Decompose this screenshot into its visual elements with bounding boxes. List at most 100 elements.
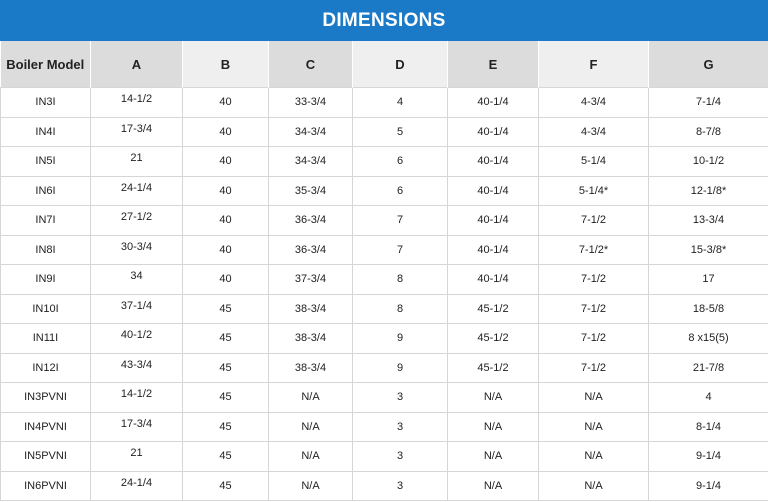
b-cell: 45 [182,293,269,324]
e-cell: N/A [447,470,539,501]
table-row: IN9I 34 40 37-3/4 8 40-1/4 7-1/2 17 [0,264,768,295]
e-cell: 40-1/4 [447,264,539,295]
table-row: IN8I 30-3/4 40 36-3/4 7 40-1/4 7-1/2* 15-3/8* [0,234,768,265]
c-cell: 37-3/4 [268,264,353,295]
d-cell: 9 [352,352,448,383]
table-body: IN3I 14-1/2 40 33-3/4 4 40-1/4 4-3/4 7-1/4 IN4I 1… [0,87,768,501]
a-cell: 34 [90,264,183,295]
boiler-model-cell: IN5I [0,146,91,177]
f-cell: 7-1/2* [538,234,649,265]
e-cell: 40-1/4 [447,234,539,265]
header-row: Boiler Model A B C D E F G [0,41,768,88]
f-cell: 4-3/4 [538,116,649,147]
a-cell: 17-3/4 [90,116,183,147]
boiler-model-cell: IN6PVNI [0,470,91,501]
f-cell: N/A [538,411,649,442]
f-cell: N/A [538,441,649,472]
table-row: IN3PVNI 14-1/2 45 N/A 3 N/A N/A 4 [0,382,768,413]
a-cell: 27-1/2 [90,205,183,236]
c-cell: N/A [268,382,353,413]
table-row: IN4PVNI 17-3/4 45 N/A 3 N/A N/A 8-1/4 [0,411,768,442]
a-cell: 14-1/2 [90,382,183,413]
e-cell: 40-1/4 [447,146,539,177]
d-cell: 7 [352,205,448,236]
column-header-f: F [538,41,649,88]
f-cell: 7-1/2 [538,323,649,354]
b-cell: 40 [182,146,269,177]
f-cell: N/A [538,470,649,501]
f-cell: 7-1/2 [538,205,649,236]
g-cell: 8 x15(5) [648,323,768,354]
a-cell: 14-1/2 [90,87,183,118]
e-cell: 45-1/2 [447,352,539,383]
f-cell: 7-1/2 [538,293,649,324]
table-row: IN6PVNI 24-1/4 45 N/A 3 N/A N/A 9-1/4 [0,470,768,501]
boiler-model-cell: IN4PVNI [0,411,91,442]
g-cell: 12-1/8* [648,175,768,206]
boiler-model-cell: IN11I [0,323,91,354]
g-cell: 21-7/8 [648,352,768,383]
d-cell: 4 [352,87,448,118]
c-cell: N/A [268,441,353,472]
a-cell: 43-3/4 [90,352,183,383]
d-cell: 6 [352,175,448,206]
table-row: IN5PVNI 21 45 N/A 3 N/A N/A 9-1/4 [0,441,768,472]
c-cell: N/A [268,470,353,501]
table-row: IN3I 14-1/2 40 33-3/4 4 40-1/4 4-3/4 7-1/4 [0,87,768,118]
boiler-model-cell: IN5PVNI [0,441,91,472]
d-cell: 9 [352,323,448,354]
boiler-model-cell: IN3PVNI [0,382,91,413]
boiler-model-cell: IN10I [0,293,91,324]
a-cell: 24-1/4 [90,470,183,501]
f-cell: 7-1/2 [538,264,649,295]
e-cell: N/A [447,441,539,472]
column-header-e: E [447,41,539,88]
c-cell: 36-3/4 [268,205,353,236]
table-row: IN6I 24-1/4 40 35-3/4 6 40-1/4 5-1/4* 12-1/8* [0,175,768,206]
a-cell: 40-1/2 [90,323,183,354]
column-header-boiler-model: Boiler Model [0,41,91,88]
d-cell: 3 [352,382,448,413]
c-cell: 38-3/4 [268,293,353,324]
e-cell: 45-1/2 [447,323,539,354]
table-title: DIMENSIONS [0,0,768,41]
b-cell: 45 [182,441,269,472]
d-cell: 7 [352,234,448,265]
a-cell: 21 [90,146,183,177]
d-cell: 3 [352,470,448,501]
column-header-g: G [648,41,768,88]
column-header-b: B [182,41,269,88]
table-row: IN10I 37-1/4 45 38-3/4 8 45-1/2 7-1/2 18-5/8 [0,293,768,324]
g-cell: 8-7/8 [648,116,768,147]
g-cell: 7-1/4 [648,87,768,118]
a-cell: 30-3/4 [90,234,183,265]
table-row: IN5I 21 40 34-3/4 6 40-1/4 5-1/4 10-1/2 [0,146,768,177]
f-cell: N/A [538,382,649,413]
g-cell: 15-3/8* [648,234,768,265]
b-cell: 45 [182,382,269,413]
table-row: IN12I 43-3/4 45 38-3/4 9 45-1/2 7-1/2 21-7/8 [0,352,768,383]
e-cell: 40-1/4 [447,205,539,236]
d-cell: 6 [352,146,448,177]
b-cell: 40 [182,116,269,147]
c-cell: 38-3/4 [268,352,353,383]
b-cell: 40 [182,264,269,295]
c-cell: 34-3/4 [268,116,353,147]
dimensions-table: Boiler Model A B C D E F G IN3I 14-1/2 40 3… [0,41,768,501]
boiler-model-cell: IN6I [0,175,91,206]
e-cell: 45-1/2 [447,293,539,324]
g-cell: 10-1/2 [648,146,768,177]
e-cell: 40-1/4 [447,87,539,118]
e-cell: N/A [447,411,539,442]
boiler-model-cell: IN9I [0,264,91,295]
b-cell: 45 [182,323,269,354]
a-cell: 24-1/4 [90,175,183,206]
c-cell: 38-3/4 [268,323,353,354]
a-cell: 21 [90,441,183,472]
d-cell: 3 [352,441,448,472]
boiler-model-cell: IN12I [0,352,91,383]
column-header-c: C [268,41,353,88]
d-cell: 3 [352,411,448,442]
boiler-model-cell: IN7I [0,205,91,236]
e-cell: N/A [447,382,539,413]
